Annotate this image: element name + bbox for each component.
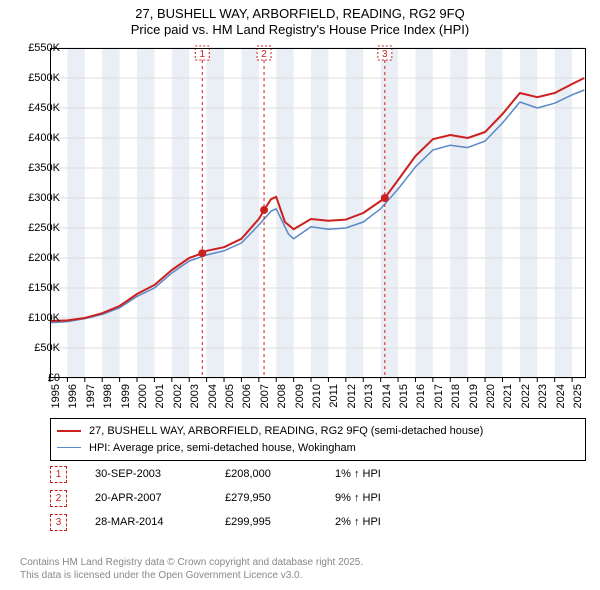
x-tick-label: 2025 xyxy=(572,384,600,414)
sale-row: 3 28-MAR-2014 £299,995 2% ↑ HPI xyxy=(50,510,465,534)
footer-line-1: Contains HM Land Registry data © Crown c… xyxy=(20,556,363,569)
sale-date: 20-APR-2007 xyxy=(95,492,225,504)
y-tick-label: £350K xyxy=(12,162,60,174)
chart-svg: 1 2 3 xyxy=(50,48,586,378)
legend-item-hpi: HPI: Average price, semi-detached house,… xyxy=(57,440,579,457)
y-tick-label: £250K xyxy=(12,222,60,234)
y-tick-label: £400K xyxy=(12,132,60,144)
y-tick-label: £550K xyxy=(12,42,60,54)
legend: 27, BUSHELL WAY, ARBORFIELD, READING, RG… xyxy=(50,418,586,461)
y-tick-label: £100K xyxy=(12,312,60,324)
svg-text:1: 1 xyxy=(199,49,205,60)
footer: Contains HM Land Registry data © Crown c… xyxy=(20,556,363,582)
chart-title: 27, BUSHELL WAY, ARBORFIELD, READING, RG… xyxy=(0,0,600,39)
sale-price: £208,000 xyxy=(225,468,335,480)
title-line-1: 27, BUSHELL WAY, ARBORFIELD, READING, RG… xyxy=(0,6,600,22)
legend-label-hpi: HPI: Average price, semi-detached house,… xyxy=(89,440,356,457)
y-tick-label: £200K xyxy=(12,252,60,264)
sale-marker-icon: 1 xyxy=(50,466,67,483)
sale-marker-icon: 2 xyxy=(50,490,67,507)
sale-row: 2 20-APR-2007 £279,950 9% ↑ HPI xyxy=(50,486,465,510)
legend-swatch-subject xyxy=(57,430,81,432)
sale-row: 1 30-SEP-2003 £208,000 1% ↑ HPI xyxy=(50,462,465,486)
y-tick-label: £0 xyxy=(12,372,60,384)
sale-date: 28-MAR-2014 xyxy=(95,516,225,528)
y-tick-label: £300K xyxy=(12,192,60,204)
svg-text:3: 3 xyxy=(382,49,388,60)
sale-date: 30-SEP-2003 xyxy=(95,468,225,480)
y-tick-label: £150K xyxy=(12,282,60,294)
sale-price: £279,950 xyxy=(225,492,335,504)
sale-delta: 9% ↑ HPI xyxy=(335,492,465,504)
sales-table: 1 30-SEP-2003 £208,000 1% ↑ HPI 2 20-APR… xyxy=(50,462,465,534)
title-line-2: Price paid vs. HM Land Registry's House … xyxy=(0,22,600,38)
y-tick-label: £450K xyxy=(12,102,60,114)
price-chart: 1 2 3 xyxy=(50,48,586,378)
sale-marker-icon: 3 xyxy=(50,514,67,531)
y-tick-label: £500K xyxy=(12,72,60,84)
footer-line-2: This data is licensed under the Open Gov… xyxy=(20,569,363,582)
legend-item-subject: 27, BUSHELL WAY, ARBORFIELD, READING, RG… xyxy=(57,423,579,440)
y-tick-label: £50K xyxy=(12,342,60,354)
legend-label-subject: 27, BUSHELL WAY, ARBORFIELD, READING, RG… xyxy=(89,423,483,440)
sale-delta: 1% ↑ HPI xyxy=(335,468,465,480)
sale-delta: 2% ↑ HPI xyxy=(335,516,465,528)
legend-swatch-hpi xyxy=(57,447,81,448)
sale-price: £299,995 xyxy=(225,516,335,528)
svg-text:2: 2 xyxy=(261,49,267,60)
